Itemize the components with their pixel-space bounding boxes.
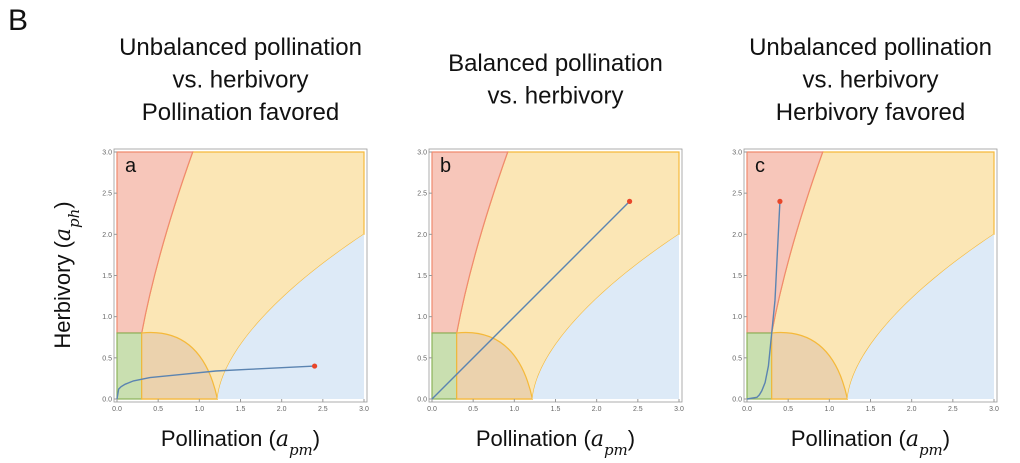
y-tick-label: 0.0: [417, 397, 427, 404]
x-tick-label: 2.5: [633, 406, 643, 413]
label-part: a: [591, 427, 604, 452]
y-tick-label: 1.0: [732, 314, 742, 321]
y-tick-label: 0.5: [417, 355, 427, 362]
panel-title: Pollination favored: [142, 99, 339, 126]
x-tick-label: 3.0: [674, 406, 684, 413]
trajectory: [116, 365, 315, 400]
y-tick-label: 2.0: [732, 232, 742, 239]
x-axis-label: Pollination (apm): [476, 426, 635, 459]
x-tick-label: 2.0: [277, 406, 287, 413]
y-tick-label: 0.0: [732, 397, 742, 404]
x-tick-label: 1.5: [236, 406, 246, 413]
panel-title: Unbalanced pollination: [749, 34, 992, 61]
label-part: a: [51, 228, 76, 241]
y-tick-label: 2.0: [102, 232, 112, 239]
label-part: ph: [65, 209, 83, 228]
panel-title: Unbalanced pollination: [119, 34, 362, 61]
label-part: pm: [604, 441, 628, 459]
x-tick-label: 2.5: [318, 406, 328, 413]
x-axis-label: Pollination (apm): [791, 426, 950, 459]
label-part: Pollination (: [161, 426, 277, 451]
y-tick-label: 3.0: [732, 150, 742, 157]
panel-title: vs. herbivory: [487, 83, 623, 110]
panel-letter: c: [755, 155, 765, 177]
label-part: ): [313, 426, 320, 451]
y-tick-label: 1.5: [102, 273, 112, 280]
y-tick-label: 0.5: [732, 355, 742, 362]
x-tick-label: 3.0: [359, 406, 369, 413]
regions: [746, 151, 995, 400]
x-tick-label: 0.0: [427, 406, 437, 413]
label-part: Pollination (: [791, 426, 907, 451]
x-tick-label: 2.0: [592, 406, 602, 413]
panel-title: Herbivory favored: [776, 99, 965, 126]
x-tick-label: 0.0: [742, 406, 752, 413]
label-part: Herbivory (: [50, 240, 75, 348]
y-tick-label: 2.5: [102, 191, 112, 198]
label-part: a: [276, 427, 289, 452]
y-tick-label: 0.5: [102, 355, 112, 362]
x-tick-label: 0.5: [153, 406, 163, 413]
trajectory: [431, 200, 631, 400]
x-tick-label: 1.0: [194, 406, 204, 413]
x-tick-label: 1.5: [551, 406, 561, 413]
label-part: ): [943, 426, 950, 451]
panel-title: vs. herbivory: [172, 67, 308, 94]
panel-letter: a: [125, 155, 137, 177]
x-tick-label: 0.5: [783, 406, 793, 413]
y-tick-label: 1.5: [732, 273, 742, 280]
end-point: [777, 198, 783, 204]
y-tick-label: 2.5: [417, 191, 427, 198]
x-tick-label: 3.0: [989, 406, 999, 413]
label-part: pm: [919, 441, 943, 459]
label-part: ): [50, 201, 75, 208]
label-part: Pollination (: [476, 426, 592, 451]
label-part: a: [906, 427, 919, 452]
y-tick-label: 2.0: [417, 232, 427, 239]
end-point: [312, 363, 318, 369]
y-tick-label: 1.0: [417, 314, 427, 321]
label-part: pm: [289, 441, 313, 459]
x-tick-label: 0.5: [468, 406, 478, 413]
trajectory: [746, 201, 781, 400]
regions: [116, 151, 365, 400]
x-tick-label: 1.0: [509, 406, 519, 413]
x-tick-label: 0.0: [112, 406, 122, 413]
label-part: ): [628, 426, 635, 451]
end-point: [627, 198, 633, 204]
x-tick-label: 1.5: [866, 406, 876, 413]
x-tick-label: 2.0: [907, 406, 917, 413]
y-tick-label: 2.5: [732, 191, 742, 198]
panel-letter: b: [440, 155, 451, 177]
panel-title: Balanced pollination: [448, 50, 663, 77]
x-axis-label: Pollination (apm): [161, 426, 320, 459]
y-axis-label: Herbivory (aph): [50, 201, 83, 348]
figure-label: B: [8, 4, 28, 37]
y-tick-label: 3.0: [102, 150, 112, 157]
panel-title: vs. herbivory: [802, 67, 938, 94]
x-tick-label: 2.5: [948, 406, 958, 413]
y-tick-label: 1.5: [417, 273, 427, 280]
y-tick-label: 0.0: [102, 397, 112, 404]
y-tick-label: 1.0: [102, 314, 112, 321]
y-tick-label: 3.0: [417, 150, 427, 157]
x-tick-label: 1.0: [824, 406, 834, 413]
